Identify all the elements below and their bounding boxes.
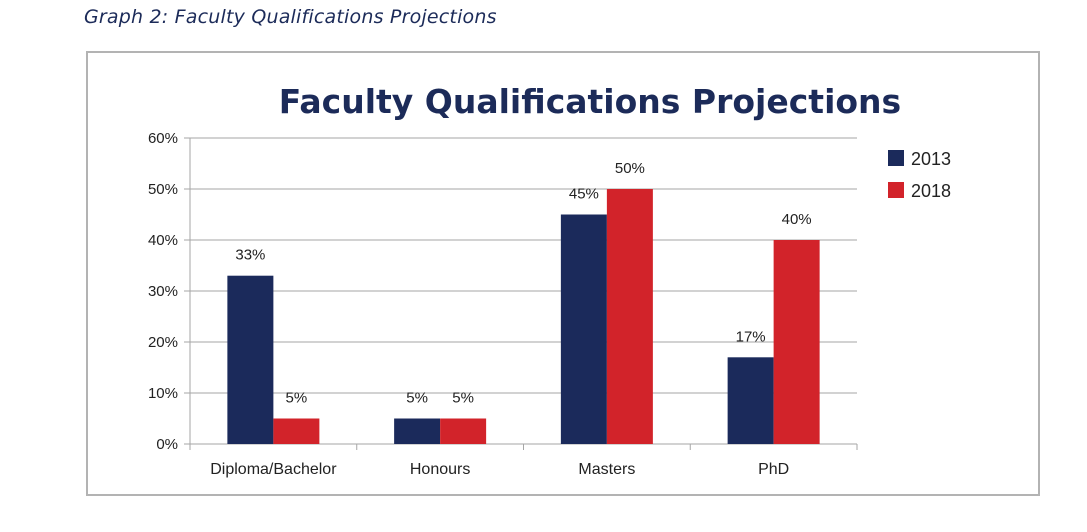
category-label: Honours (410, 461, 470, 478)
bar-2018 (606, 189, 653, 444)
chart-frame (86, 51, 1040, 496)
chart-title: Faculty Qualifications Projections (279, 82, 901, 121)
legend-swatch-2018 (888, 182, 904, 198)
data-label: 17% (736, 328, 766, 345)
data-label: 40% (782, 211, 812, 228)
bar-2018 (440, 418, 487, 444)
y-tick-label: 60% (148, 130, 178, 147)
data-label: 33% (235, 247, 265, 264)
y-tick-label: 50% (148, 181, 178, 198)
bar-2018 (273, 418, 320, 444)
legend-label-2013: 2013 (911, 149, 951, 169)
y-tick-label: 40% (148, 232, 178, 249)
data-label: 5% (406, 390, 428, 407)
y-tick-label: 10% (148, 385, 178, 402)
data-label: 45% (569, 186, 599, 203)
data-label: 5% (452, 390, 474, 407)
legend-swatch-2013 (888, 150, 904, 166)
bar-2013 (394, 418, 441, 444)
figure-caption: Graph 2: Faculty Qualifications Projecti… (84, 6, 497, 28)
data-label: 50% (615, 160, 645, 177)
y-tick-label: 20% (148, 334, 178, 351)
bar-2013 (727, 357, 774, 444)
y-tick-label: 30% (148, 283, 178, 300)
category-label: Diploma/Bachelor (210, 461, 337, 478)
data-label: 5% (286, 390, 308, 407)
bar-2013 (560, 214, 607, 444)
legend-label-2018: 2018 (911, 181, 951, 201)
category-label: PhD (758, 461, 789, 478)
y-tick-label: 0% (156, 436, 178, 453)
bar-2018 (773, 240, 820, 444)
category-label: Masters (578, 461, 635, 478)
bar-2013 (227, 275, 274, 444)
